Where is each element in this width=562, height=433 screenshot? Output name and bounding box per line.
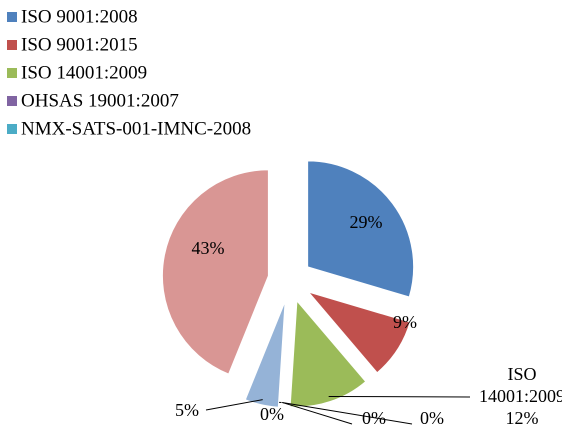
legend-label: OHSAS 19001:2007 bbox=[21, 90, 179, 111]
leader-line bbox=[328, 395, 471, 398]
pie-slice bbox=[306, 291, 411, 374]
leader-line bbox=[205, 399, 263, 411]
legend-swatch bbox=[7, 12, 17, 22]
pie-slice bbox=[161, 169, 269, 375]
data-label: 5% bbox=[175, 400, 199, 420]
legend-label: ISO 14001:2009 bbox=[21, 62, 147, 83]
leader-line bbox=[282, 401, 413, 425]
legend-label: ISO 9001:2015 bbox=[21, 34, 138, 55]
data-label: 0% bbox=[260, 404, 284, 424]
pie-slice bbox=[289, 299, 367, 408]
data-label: 29% bbox=[349, 212, 383, 232]
legend-swatch bbox=[7, 68, 17, 78]
pie-slice bbox=[244, 301, 286, 408]
data-label: 9% bbox=[393, 312, 417, 332]
data-label: 0% bbox=[362, 408, 386, 428]
leader-line bbox=[281, 401, 353, 425]
data-label: ISO 14001:2009 12% bbox=[478, 364, 562, 428]
legend-label: NMX-SATS-001-IMNC-2008 bbox=[21, 118, 251, 139]
data-label: 43% bbox=[191, 238, 225, 258]
legend-label: ISO 9001:2008 bbox=[21, 6, 138, 27]
legend-swatch bbox=[7, 96, 17, 106]
pie-slice bbox=[281, 301, 290, 408]
legend-swatch bbox=[7, 40, 17, 50]
data-label: 0% bbox=[420, 408, 444, 428]
legend-swatch bbox=[7, 124, 17, 134]
pie-slice bbox=[307, 160, 415, 298]
